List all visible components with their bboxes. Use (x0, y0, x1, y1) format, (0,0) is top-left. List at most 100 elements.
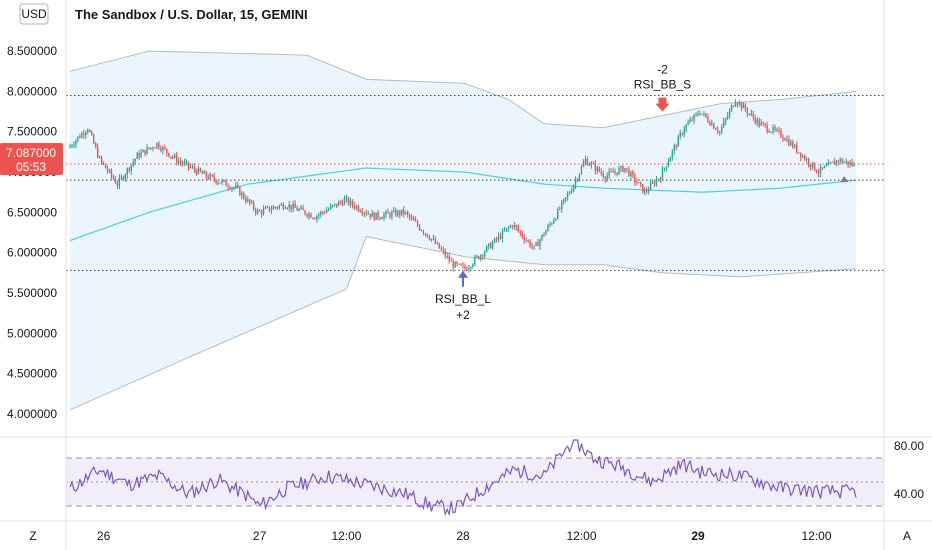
candle (663, 167, 666, 172)
candle-body (227, 186, 229, 188)
candle (669, 156, 672, 162)
candle (507, 226, 510, 232)
candle-body (610, 171, 612, 173)
candle-body (416, 221, 419, 226)
candle-body (142, 149, 144, 153)
candle-body (328, 208, 330, 211)
candle (75, 139, 77, 149)
candle (418, 224, 421, 231)
candle-body (616, 172, 618, 175)
candle (580, 164, 583, 175)
candle (719, 130, 721, 136)
candle-body (817, 172, 820, 174)
candle-body (89, 129, 91, 132)
candle-body (298, 208, 300, 211)
candle-body (634, 174, 636, 182)
candle-body (833, 161, 835, 165)
candle-body (734, 102, 737, 107)
candle (555, 217, 557, 222)
buy-signal-qty: +2 (456, 308, 470, 322)
candle-body (764, 123, 766, 125)
candle-body (754, 117, 756, 124)
candle-body (318, 214, 320, 216)
candle (199, 167, 202, 173)
candle (460, 263, 462, 266)
candle (412, 215, 415, 221)
candle (746, 106, 749, 118)
auto-scale-button[interactable]: A (903, 529, 911, 543)
candle (278, 204, 281, 211)
candle (254, 207, 257, 217)
bollinger-basis-line (69, 167, 857, 242)
candle-body (193, 166, 196, 171)
candle (231, 186, 233, 193)
price-axis[interactable]: 8.5000008.0000007.5000007.0000006.500000… (7, 44, 57, 421)
candle-body (709, 121, 711, 126)
candle (245, 194, 247, 205)
candle-body (576, 179, 579, 181)
candle-body (849, 162, 851, 165)
candle (568, 190, 571, 195)
candle (527, 239, 529, 243)
candle (736, 101, 739, 108)
candle (179, 157, 182, 166)
candle (523, 233, 525, 245)
candle-body (677, 136, 679, 147)
candle (93, 133, 95, 145)
candle (742, 101, 745, 109)
candle (154, 147, 156, 149)
candle-body (306, 214, 308, 217)
candle-body (807, 158, 810, 165)
candle (788, 135, 790, 147)
candle-body (347, 197, 350, 205)
candle (150, 147, 152, 151)
candle-body (726, 115, 729, 119)
candle (122, 175, 125, 181)
candle (357, 204, 360, 213)
candle-body (505, 228, 508, 231)
currency-button[interactable]: USD (19, 3, 49, 25)
candle (576, 177, 579, 183)
candle (505, 228, 508, 233)
candle-body (493, 238, 496, 243)
candle (563, 198, 565, 205)
candle (541, 234, 543, 242)
candle-body (213, 176, 215, 180)
candle (794, 144, 796, 149)
rsi-pane[interactable] (66, 439, 884, 517)
candle-body (454, 261, 456, 268)
candle (809, 164, 812, 171)
rsi-axis[interactable]: 80.00 40.00 (894, 439, 924, 501)
candle (655, 176, 658, 187)
candle (134, 158, 136, 166)
candle (612, 167, 614, 173)
candle (618, 165, 620, 176)
candle-body (517, 227, 519, 231)
price-tag-countdown: 05:53 (16, 160, 46, 174)
candle (604, 176, 606, 184)
candle-body (466, 268, 468, 270)
candle (841, 157, 843, 164)
candle (774, 124, 776, 133)
candle (738, 100, 741, 107)
candle (296, 205, 298, 211)
candle (586, 156, 589, 166)
candle-body (260, 210, 263, 214)
candle-body (551, 223, 553, 225)
candle (709, 120, 711, 126)
candle (703, 110, 705, 117)
timezone-z-button[interactable]: Z (29, 529, 36, 543)
candle-body (189, 166, 192, 168)
candle-body (258, 210, 261, 212)
candle (308, 211, 310, 221)
candle-body (796, 144, 798, 153)
candle (250, 199, 253, 205)
candle (191, 163, 194, 170)
candle-body (618, 168, 620, 175)
candle (359, 208, 362, 213)
candle-body (412, 217, 415, 221)
time-axis[interactable]: 26 27 12:00 28 12:00 29 12:00 (97, 529, 832, 543)
candle (241, 190, 243, 200)
candle-body (501, 230, 504, 239)
